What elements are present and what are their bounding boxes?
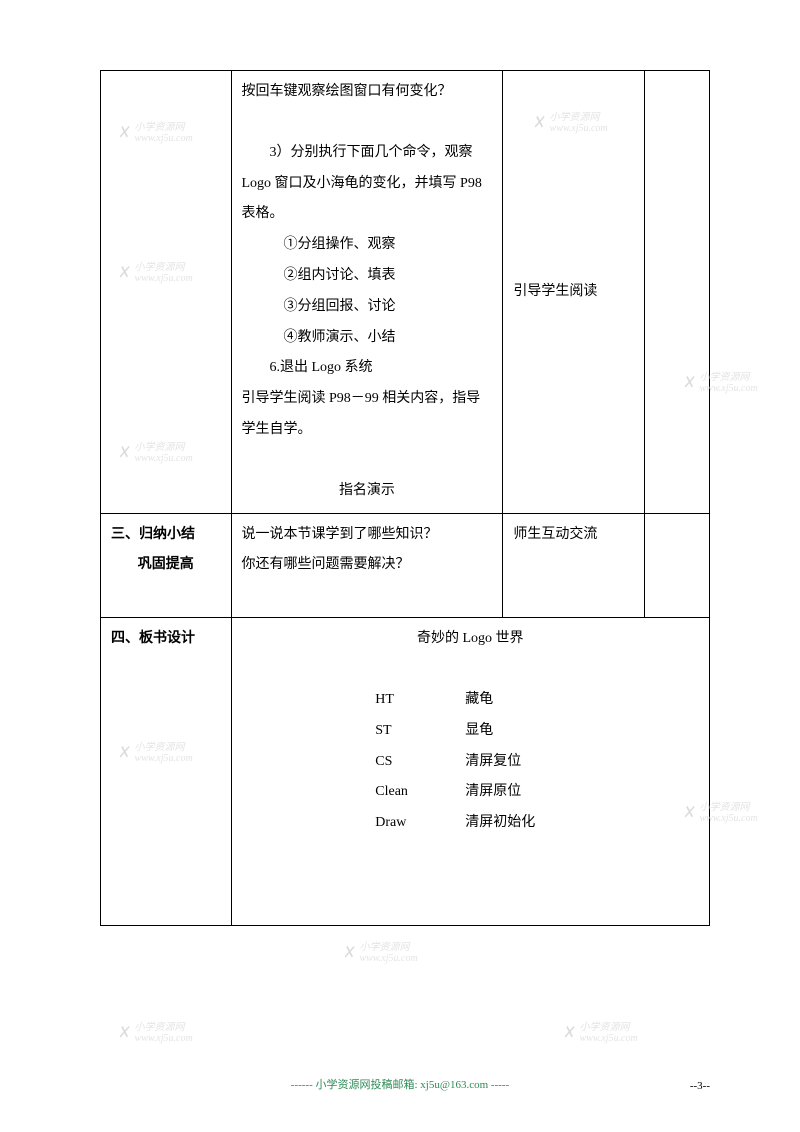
command-row: ST 显龟 — [242, 716, 700, 747]
watermark-text: 小学资源网www.xj5u.com — [360, 942, 418, 964]
command-row: Clean 清屏原位 — [242, 777, 700, 808]
spacer — [242, 108, 493, 138]
section-label: 三、归纳小结 — [111, 520, 221, 551]
student-activity-cell: 师生互动交流 — [503, 513, 644, 618]
activity-text: 6.退出 Logo 系统 — [242, 353, 493, 384]
spacer — [242, 839, 700, 919]
activity-item: ②组内讨论、填表 — [242, 261, 493, 292]
command-desc: 显龟 — [465, 716, 565, 747]
command-desc: 清屏复位 — [465, 747, 565, 778]
notes-cell — [644, 513, 709, 618]
spacer — [513, 77, 633, 277]
spacer — [242, 655, 700, 685]
section-label-cell: 三、归纳小结 巩固提高 — [101, 513, 232, 618]
summary-question: 说一说本节课学到了哪些知识？ — [242, 520, 493, 551]
teacher-activity-cell: 按回车键观察绘图窗口有何变化？ 3）分别执行下面几个命令，观察 Logo 窗口及… — [231, 71, 503, 514]
command-code: HT — [375, 685, 435, 716]
lesson-plan-table: 按回车键观察绘图窗口有何变化？ 3）分别执行下面几个命令，观察 Logo 窗口及… — [100, 70, 710, 926]
section-label: 巩固提高 — [111, 550, 221, 581]
command-row: HT 藏龟 — [242, 685, 700, 716]
command-desc: 清屏原位 — [465, 777, 565, 808]
table-row-board-design: 四、板书设计 奇妙的 Logo 世界 HT 藏龟 ST 显龟 CS 清屏复位 Clean 清屏… — [101, 618, 710, 926]
command-desc: 清屏初始化 — [465, 808, 565, 839]
activity-text: 按回车键观察绘图窗口有何变化？ — [242, 77, 493, 108]
summary-question: 你还有哪些问题需要解决？ — [242, 550, 493, 581]
command-row: Draw 清屏初始化 — [242, 808, 700, 839]
section-label-cell — [101, 71, 232, 514]
notes-cell — [644, 71, 709, 514]
student-activity-cell: 引导学生阅读 — [503, 71, 644, 514]
student-activity-text: 师生互动交流 — [513, 520, 633, 551]
command-code: CS — [375, 747, 435, 778]
section-label: 四、板书设计 — [111, 624, 221, 655]
leaf-icon: ✕ — [563, 1020, 575, 1045]
spacer — [242, 581, 493, 611]
page-number: --3-- — [690, 1080, 710, 1092]
watermark-text: 小学资源网www.xj5u.com — [580, 1022, 638, 1044]
command-desc: 藏龟 — [465, 685, 565, 716]
student-activity-text: 引导学生阅读 — [513, 277, 633, 308]
command-code: Draw — [375, 808, 435, 839]
page-footer: ------ 小学资源网投稿邮箱: xj5u@163.com ----- — [0, 1076, 800, 1092]
table-row-summary: 三、归纳小结 巩固提高 说一说本节课学到了哪些知识？ 你还有哪些问题需要解决？ … — [101, 513, 710, 618]
command-code: Clean — [375, 777, 435, 808]
watermark-text: 小学资源网www.xj5u.com — [135, 1022, 193, 1044]
watermark: ✕ 小学资源网www.xj5u.com — [115, 1020, 193, 1045]
leaf-icon: ✕ — [118, 1020, 130, 1045]
spacer — [242, 446, 493, 476]
watermark: ✕ 小学资源网www.xj5u.com — [340, 940, 418, 965]
table-row-activities: 按回车键观察绘图窗口有何变化？ 3）分别执行下面几个命令，观察 Logo 窗口及… — [101, 71, 710, 514]
command-code: ST — [375, 716, 435, 747]
activity-text: 指名演示 — [242, 476, 493, 507]
command-list: HT 藏龟 ST 显龟 CS 清屏复位 Clean 清屏原位 Draw 清屏初始化 — [242, 685, 700, 839]
teacher-activity-cell: 说一说本节课学到了哪些知识？ 你还有哪些问题需要解决？ — [231, 513, 503, 618]
activity-text: 3）分别执行下面几个命令，观察 Logo 窗口及小海龟的变化，并填写 P98 表… — [242, 138, 493, 230]
board-design-cell: 奇妙的 Logo 世界 HT 藏龟 ST 显龟 CS 清屏复位 Clean 清屏原位 Draw 清… — [231, 618, 710, 926]
activity-item: ③分组回报、讨论 — [242, 292, 493, 323]
watermark: ✕ 小学资源网www.xj5u.com — [560, 1020, 638, 1045]
activity-text: 引导学生阅读 P98－99 相关内容，指导学生自学。 — [242, 384, 493, 446]
board-title: 奇妙的 Logo 世界 — [242, 624, 700, 655]
leaf-icon: ✕ — [343, 940, 355, 965]
section-label-cell: 四、板书设计 — [101, 618, 232, 926]
activity-item: ①分组操作、观察 — [242, 230, 493, 261]
command-row: CS 清屏复位 — [242, 747, 700, 778]
activity-item: ④教师演示、小结 — [242, 323, 493, 354]
